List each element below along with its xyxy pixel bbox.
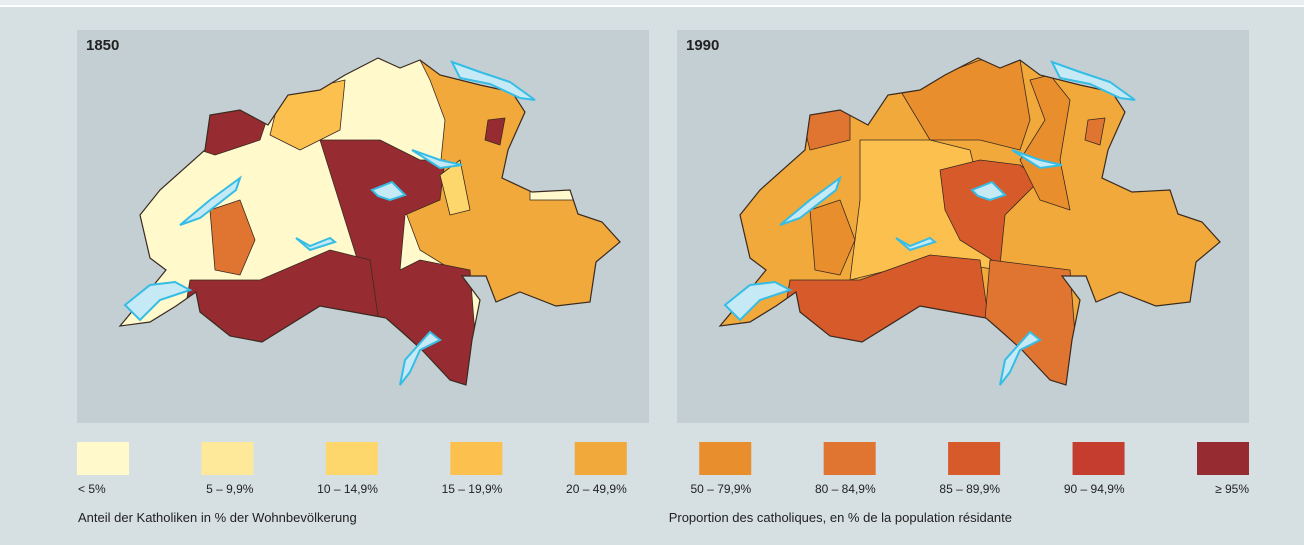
legend-swatch bbox=[77, 442, 129, 475]
legend-label: 15 – 19,9% bbox=[442, 482, 503, 496]
legend-swatch bbox=[450, 442, 502, 475]
legend-swatch bbox=[699, 442, 751, 475]
legend-swatch bbox=[1073, 442, 1125, 475]
map-1850: 1850 bbox=[77, 30, 649, 423]
legend-label: 80 – 84,9% bbox=[815, 482, 876, 496]
legend-label: 10 – 14,9% bbox=[317, 482, 378, 496]
legend-label: 85 – 89,9% bbox=[939, 482, 1000, 496]
legend-label: < 5% bbox=[78, 482, 106, 496]
map-title: 1990 bbox=[686, 37, 719, 54]
legend-swatch bbox=[201, 442, 253, 475]
legend-swatch bbox=[326, 442, 378, 475]
legend-swatch bbox=[824, 442, 876, 475]
legend-label: 90 – 94,9% bbox=[1064, 482, 1125, 496]
legend-swatch bbox=[575, 442, 627, 475]
legend-label: 50 – 79,9% bbox=[691, 482, 752, 496]
caption: Anteil der Katholiken in % der Wohnbevöl… bbox=[78, 510, 357, 525]
legend-swatch bbox=[948, 442, 1000, 475]
legend-label: 20 – 49,9% bbox=[566, 482, 627, 496]
caption: Proportion des catholiques, en % de la p… bbox=[669, 510, 1012, 525]
map-title: 1850 bbox=[86, 37, 119, 54]
map-1990: 1990 bbox=[677, 30, 1249, 423]
legend-swatch bbox=[1197, 442, 1249, 475]
page: 1850 1990 bbox=[0, 0, 1304, 540]
legend-label: 5 – 9,9% bbox=[206, 482, 254, 496]
legend-label: ≥ 95% bbox=[1215, 482, 1249, 496]
